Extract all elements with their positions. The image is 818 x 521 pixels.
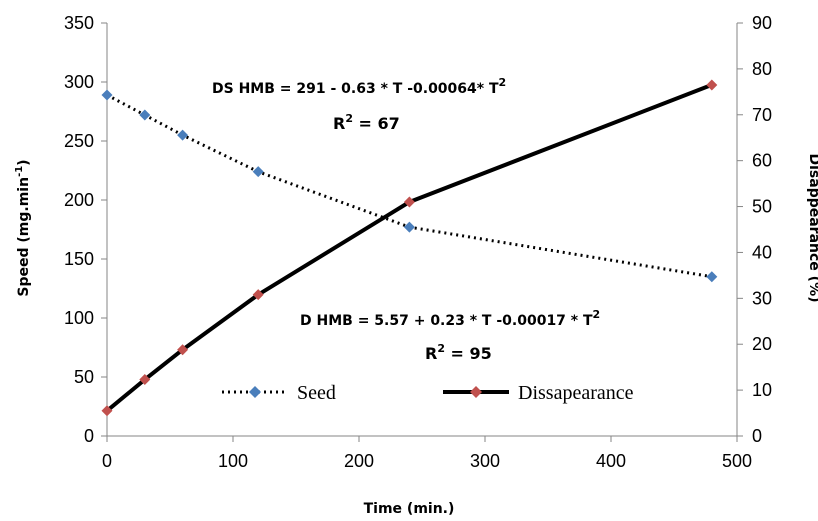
x-tick-label: 100 (218, 451, 248, 471)
y-left-tick-label: 350 (64, 13, 94, 33)
seed-series-line (106, 93, 713, 279)
seed-data-point (101, 89, 113, 101)
y-right-tick-label: 80 (752, 59, 772, 79)
y-left-tick-label: 300 (64, 72, 94, 92)
seed-r2: R2 = 67 (333, 112, 400, 133)
dissapearance-data-point (706, 79, 718, 91)
x-tick-label: 0 (102, 451, 112, 471)
y-left-tick-label: 100 (64, 308, 94, 328)
legend-seed-marker (249, 386, 261, 398)
dissapearance-series-line (105, 83, 713, 413)
legend-dissapearance-marker (470, 386, 482, 398)
dissapearance-r2: R2 = 95 (425, 342, 492, 363)
dissapearance-data-point (139, 374, 151, 386)
dissapearance-equation: D HMB = 5.57 + 0.23 * T -0.00017 * T2 (300, 308, 600, 329)
legend: Seed Dissapearance (222, 382, 634, 404)
seed-data-point (177, 129, 189, 141)
y-right-tick-label: 50 (752, 197, 772, 217)
y-left-tick-label: 250 (64, 131, 94, 151)
y-left-axis-title: Speed (mg.min-1) (14, 159, 32, 296)
x-axis-title: Time (min.) (364, 501, 455, 517)
y-right-tick-label: 60 (752, 151, 772, 171)
axes: 0 100 200 300 400 500050100150200250300350010… (64, 13, 772, 471)
seed-data-point (403, 221, 415, 233)
series-layer (101, 79, 718, 417)
seed-data-point (139, 109, 151, 121)
y-right-tick-label: 90 (752, 13, 772, 33)
legend-seed-label: Seed (297, 382, 336, 404)
dissapearance-data-point (177, 344, 189, 356)
y-left-tick-label: 0 (84, 426, 94, 446)
x-tick-label: 300 (470, 451, 500, 471)
x-tick-label: 500 (722, 451, 752, 471)
x-tick-label: 400 (596, 451, 626, 471)
seed-equation: DS HMB = 291 - 0.63 * T -0.00064* T2 (212, 76, 506, 97)
x-tick-label: 200 (344, 451, 374, 471)
seed-data-point (706, 271, 718, 283)
y-left-tick-label: 200 (64, 190, 94, 210)
dissapearance-data-point (101, 405, 113, 417)
dissapearance-data-point (403, 196, 415, 208)
y-left-tick-label: 150 (64, 249, 94, 269)
y-right-tick-label: 70 (752, 105, 772, 125)
y-right-tick-label: 10 (752, 380, 772, 400)
y-right-axis-title: Disappearance (%) (806, 154, 818, 303)
dissapearance-data-point (252, 289, 264, 301)
seed-data-point (252, 166, 264, 178)
y-right-tick-label: 20 (752, 334, 772, 354)
y-right-tick-label: 0 (752, 426, 762, 446)
y-left-tick-label: 50 (74, 367, 94, 387)
y-right-tick-label: 40 (752, 242, 772, 262)
legend-dissapearance-label: Dissapearance (518, 382, 634, 404)
y-right-tick-label: 30 (752, 288, 772, 308)
